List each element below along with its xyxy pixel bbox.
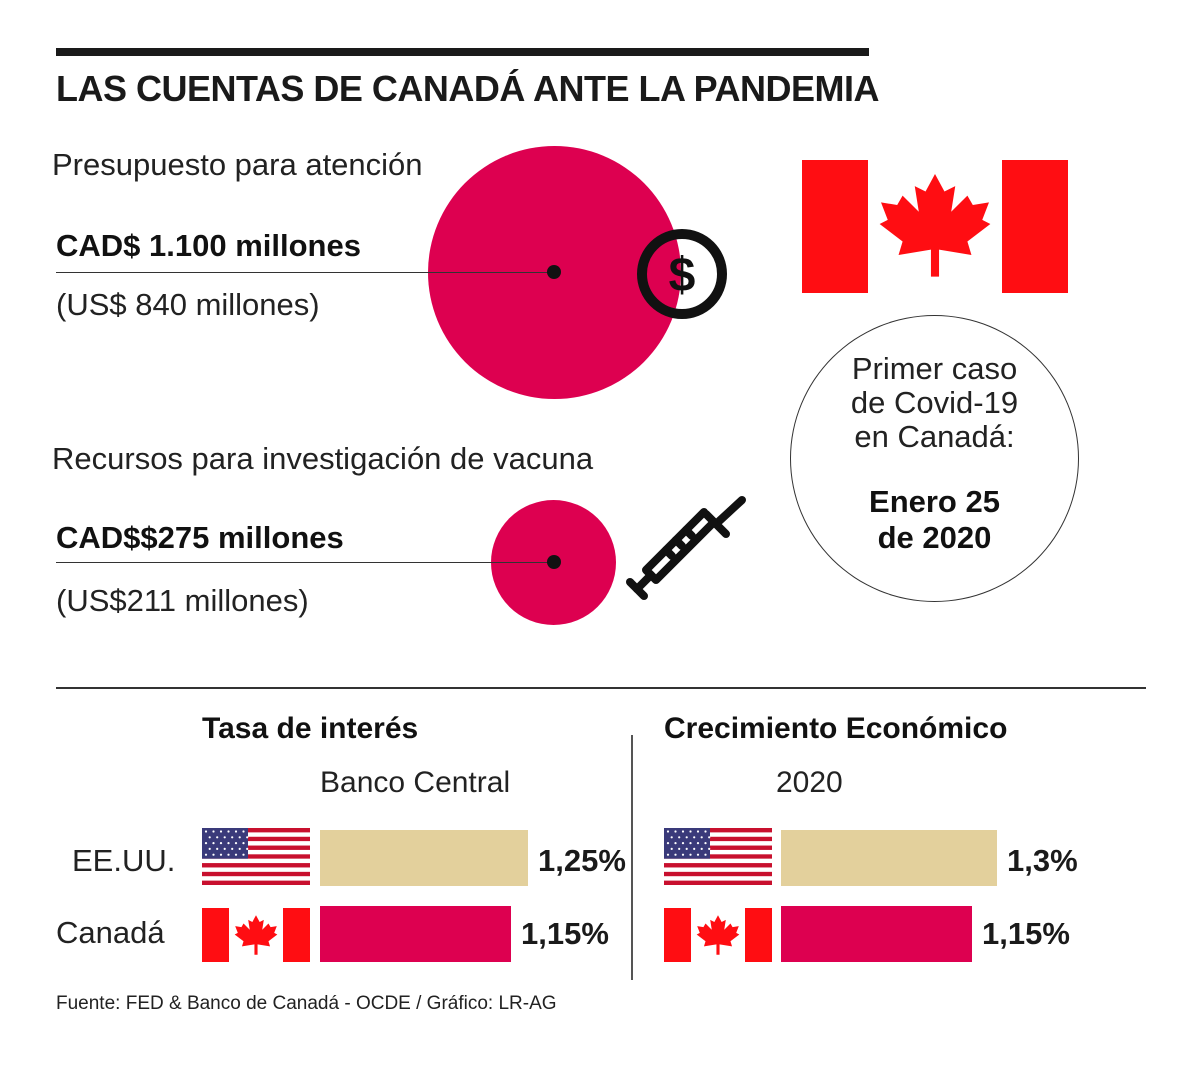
growth-bar-us bbox=[781, 830, 997, 886]
budget-value: CAD$ 1.100 millones bbox=[56, 228, 361, 263]
vaccine-leader-line bbox=[56, 562, 554, 563]
vaccine-value-usd: (US$211 millones) bbox=[56, 583, 309, 618]
first-case-date: Enero 25 de 2020 bbox=[790, 484, 1079, 556]
interest-category-canada: Canadá bbox=[56, 915, 165, 950]
interest-value-us: 1,25% bbox=[538, 843, 626, 878]
first-case-date-line-1: Enero 25 bbox=[869, 484, 1000, 519]
svg-text:$: $ bbox=[669, 249, 696, 302]
interest-chart-subtitle: Banco Central bbox=[320, 766, 511, 799]
syringe-icon bbox=[626, 496, 746, 600]
budget-leader-line bbox=[56, 272, 554, 273]
first-case-line-3: en Canadá: bbox=[854, 419, 1015, 454]
interest-bar-us bbox=[320, 830, 528, 886]
canada-flag-large bbox=[802, 160, 1068, 293]
interest-bar-canada bbox=[320, 906, 511, 962]
budget-label: Presupuesto para atención bbox=[52, 147, 423, 182]
column-divider bbox=[631, 735, 633, 980]
page-title: LAS CUENTAS DE CANADÁ ANTE LA PANDEMIA bbox=[56, 68, 880, 109]
vaccine-label: Recursos para investigación de vacuna bbox=[52, 441, 594, 476]
dollar-coin-icon: $ bbox=[637, 229, 727, 319]
first-case-line-1: Primer caso bbox=[851, 351, 1018, 386]
first-case-date-line-2: de 2020 bbox=[877, 520, 992, 555]
first-case-circle bbox=[790, 315, 1079, 602]
vaccine-value: CAD$$275 millones bbox=[56, 520, 344, 555]
us-flag-icon bbox=[664, 828, 772, 885]
top-rule bbox=[56, 48, 869, 56]
growth-value-canada: 1,15% bbox=[982, 916, 1070, 951]
vaccine-dot bbox=[547, 555, 561, 569]
source-note: Fuente: FED & Banco de Canadá - OCDE / G… bbox=[56, 993, 557, 1014]
us-flag-icon bbox=[202, 828, 310, 885]
interest-value-canada: 1,15% bbox=[521, 916, 609, 951]
canada-flag-icon bbox=[202, 908, 310, 962]
canada-flag-icon bbox=[664, 908, 772, 962]
growth-bar-canada bbox=[781, 906, 972, 962]
first-case-text: Primer caso de Covid-19 en Canadá: bbox=[790, 352, 1079, 454]
budget-dot bbox=[547, 265, 561, 279]
growth-value-us: 1,3% bbox=[1007, 843, 1078, 878]
interest-category-us: EE.UU. bbox=[72, 843, 176, 878]
first-case-line-2: de Covid-19 bbox=[850, 385, 1019, 420]
budget-value-usd: (US$ 840 millones) bbox=[56, 287, 320, 322]
interest-chart-title: Tasa de interés bbox=[202, 712, 419, 745]
growth-chart-subtitle: 2020 bbox=[776, 766, 843, 799]
growth-chart-title: Crecimiento Económico bbox=[664, 712, 1008, 745]
section-divider bbox=[56, 687, 1146, 689]
